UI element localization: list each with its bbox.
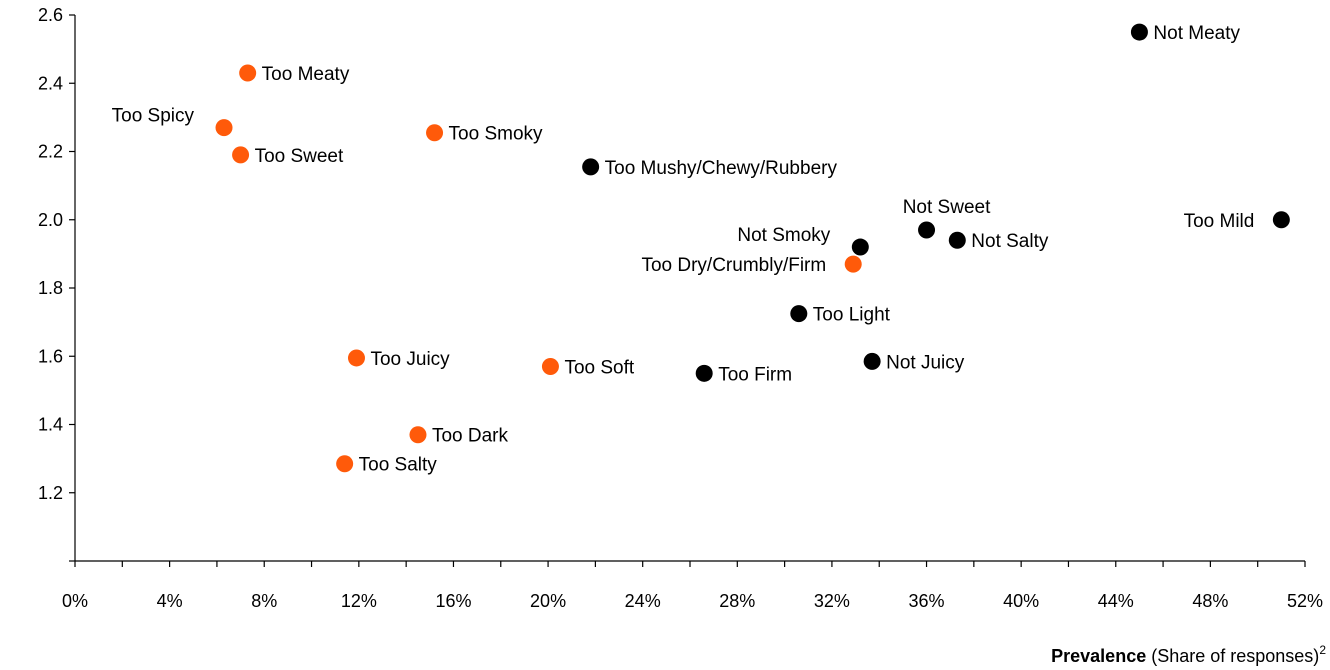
x-axis-label: Prevalence (Share of responses)2 (1051, 643, 1326, 666)
y-tick-label: 2.6 (38, 5, 63, 25)
x-axis-label-bold: Prevalence (1051, 646, 1146, 666)
data-points (215, 23, 1290, 473)
data-point (948, 231, 966, 249)
x-axis-label-superscript: 2 (1319, 643, 1326, 657)
x-tick-label: 52% (1287, 591, 1323, 611)
x-tick-label: 48% (1192, 591, 1228, 611)
data-point (1130, 23, 1148, 41)
point-label: Not Sweet (903, 197, 991, 218)
x-tick-label: 4% (157, 591, 183, 611)
data-point (695, 364, 713, 382)
data-point (1272, 211, 1290, 229)
y-tick-label: 2.2 (38, 142, 63, 162)
point-label: Too Soft (564, 357, 634, 378)
y-tick-label: 2.0 (38, 210, 63, 230)
x-tick-label: 40% (1003, 591, 1039, 611)
y-tick-label: 1.8 (38, 278, 63, 298)
y-tick-label: 1.4 (38, 415, 63, 435)
point-label: Not Juicy (886, 352, 965, 373)
point-label: Not Salty (971, 231, 1049, 252)
data-point (215, 119, 233, 137)
x-tick-label: 16% (435, 591, 471, 611)
x-tick-label: 44% (1098, 591, 1134, 611)
x-tick-label: 36% (909, 591, 945, 611)
point-label: Too Juicy (370, 349, 450, 370)
y-tick-label: 1.2 (38, 483, 63, 503)
x-tick-label: 32% (814, 591, 850, 611)
data-point (541, 357, 559, 375)
y-tick-label: 1.6 (38, 346, 63, 366)
data-point (918, 221, 936, 239)
tick-labels: 1.2 1.4 1.6 1.8 2.0 2.2 2.4 2.6 0% 4% 8% 12% 16% 20% 2… (38, 5, 1323, 611)
data-point (426, 124, 444, 142)
point-label: Too Smoky (449, 124, 543, 145)
point-label: Too Firm (718, 364, 792, 385)
data-point (336, 455, 354, 473)
point-label: Not Smoky (737, 225, 830, 246)
data-point (844, 255, 862, 273)
x-tick-label: 28% (719, 591, 755, 611)
point-label: Too Mild (1184, 211, 1255, 232)
x-tick-label: 8% (251, 591, 277, 611)
data-point (790, 305, 808, 323)
data-point (409, 426, 427, 444)
y-tick-label: 2.4 (38, 73, 63, 93)
point-label: Too Dark (432, 426, 509, 447)
data-point (851, 238, 869, 256)
point-label: Too Mushy/Chewy/Rubbery (605, 158, 838, 179)
data-point (582, 158, 600, 176)
point-labels: Not Meaty Too Meaty Too Spicy Too Smoky Too … (112, 23, 1255, 476)
axes (69, 14, 1306, 567)
data-point (347, 349, 365, 367)
x-tick-label: 24% (625, 591, 661, 611)
point-label: Not Meaty (1153, 23, 1240, 44)
data-point (239, 64, 257, 82)
point-label: Too Sweet (255, 146, 344, 167)
point-label: Too Salty (359, 455, 438, 476)
x-axis-label-rest: (Share of responses) (1146, 646, 1319, 666)
data-point (863, 352, 881, 370)
x-tick-label: 20% (530, 591, 566, 611)
x-tick-label: 12% (341, 591, 377, 611)
data-point (232, 146, 250, 164)
point-label: Too Dry/Crumbly/Firm (641, 255, 826, 276)
point-label: Too Meaty (262, 64, 350, 85)
x-tick-label: 0% (62, 591, 88, 611)
point-label: Too Light (813, 305, 891, 326)
point-label: Too Spicy (112, 106, 195, 127)
